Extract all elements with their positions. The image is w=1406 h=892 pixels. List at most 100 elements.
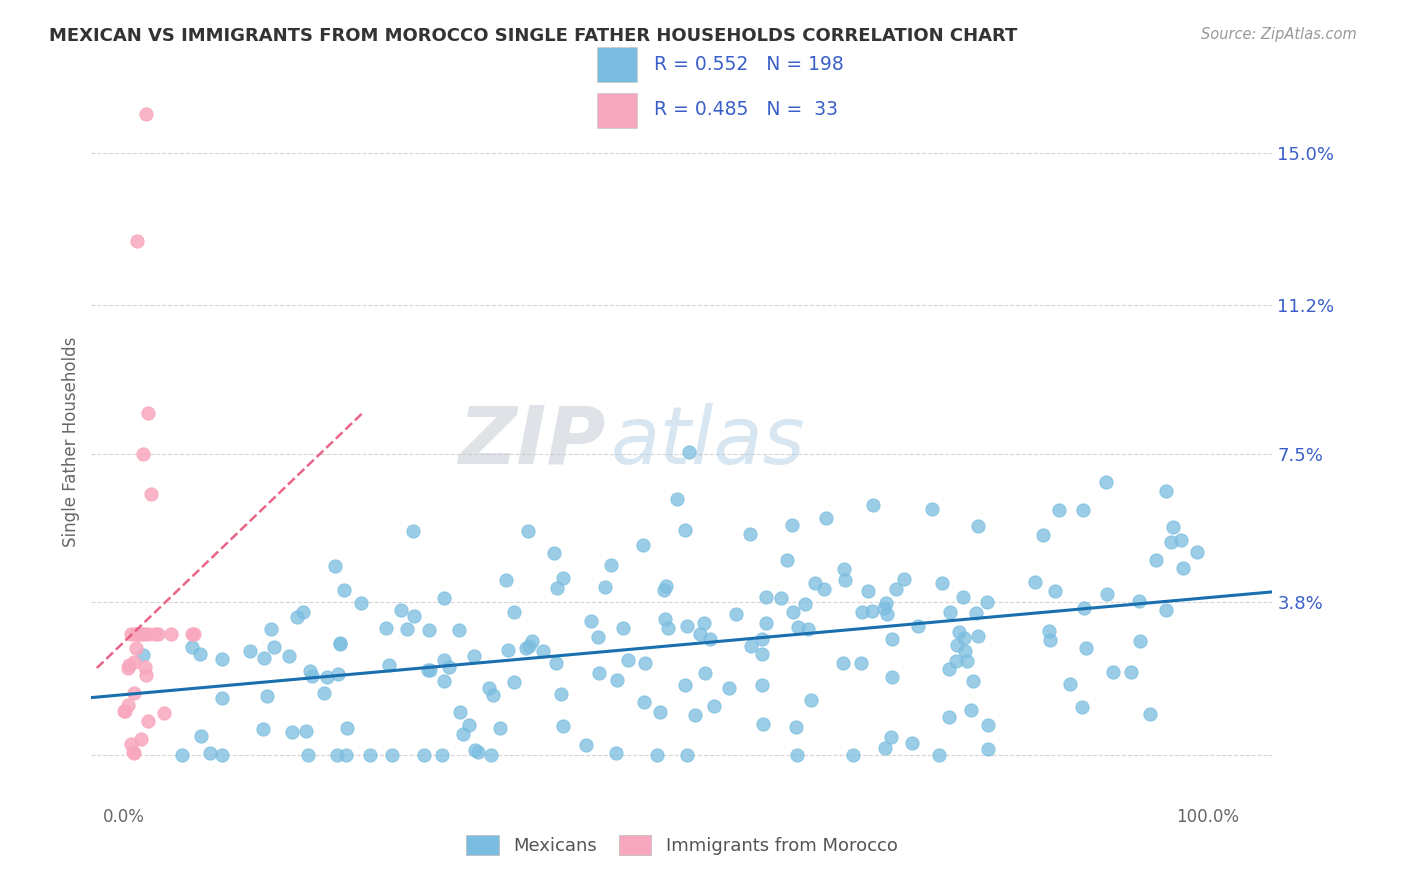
Point (515, 640, 537, 655)
Point (449, 624, 471, 638)
Point (606, 673, 628, 687)
Point (114, 704, 136, 718)
Point (875, 740, 897, 755)
Point (1032, 528, 1054, 542)
Point (153, 706, 176, 721)
Point (433, 591, 456, 606)
Text: ZIP: ZIP (458, 402, 605, 481)
Point (1128, 594, 1150, 608)
Point (880, 730, 903, 744)
Point (449, 706, 471, 720)
Point (834, 573, 856, 587)
Point (785, 720, 807, 734)
Point (782, 605, 804, 619)
Point (297, 747, 319, 762)
Point (793, 597, 815, 611)
Point (402, 524, 425, 538)
Point (804, 576, 827, 591)
Point (496, 643, 519, 657)
Y-axis label: Single Father Households: Single Father Households (62, 336, 80, 547)
Point (612, 621, 634, 635)
Point (298, 664, 321, 678)
Point (122, 655, 145, 669)
Point (120, 627, 142, 641)
Point (256, 689, 278, 703)
Point (374, 621, 396, 635)
Point (605, 746, 627, 760)
Point (416, 663, 439, 677)
Point (1119, 665, 1142, 679)
Point (880, 632, 903, 646)
Point (872, 601, 894, 615)
Point (135, 106, 157, 120)
Point (135, 667, 157, 681)
Point (1144, 553, 1167, 567)
Point (437, 660, 460, 674)
Point (146, 627, 169, 641)
Point (755, 616, 778, 631)
Point (876, 607, 898, 621)
Point (676, 747, 699, 762)
Point (657, 621, 679, 635)
Point (755, 591, 778, 605)
Text: R = 0.552   N = 198: R = 0.552 N = 198 (654, 55, 844, 74)
Point (211, 691, 233, 706)
Point (1059, 677, 1081, 691)
Point (815, 510, 838, 524)
Point (939, 605, 962, 619)
Text: MEXICAN VS IMMIGRANTS FROM MOROCCO SINGLE FATHER HOUSEHOLDS CORRELATION CHART: MEXICAN VS IMMIGRANTS FROM MOROCCO SINGL… (49, 27, 1018, 45)
Point (673, 524, 696, 538)
Point (886, 582, 908, 597)
Point (703, 698, 725, 713)
Point (328, 667, 350, 681)
Point (120, 737, 142, 751)
Point (125, 641, 148, 656)
Point (967, 518, 990, 533)
Point (725, 607, 748, 621)
Point (124, 627, 146, 641)
Point (503, 674, 526, 689)
Point (404, 609, 426, 624)
Point (252, 722, 274, 736)
Point (960, 703, 983, 717)
Point (132, 447, 155, 461)
Point (860, 604, 883, 618)
Point (430, 747, 453, 762)
Point (1097, 587, 1119, 601)
Point (977, 742, 1000, 756)
Point (631, 538, 654, 552)
Point (652, 582, 675, 597)
Point (880, 670, 903, 684)
Point (856, 583, 879, 598)
Point (433, 653, 456, 667)
Point (517, 639, 540, 653)
Point (172, 747, 194, 762)
Point (875, 596, 897, 610)
Point (131, 627, 153, 641)
Point (139, 487, 162, 501)
Point (588, 666, 610, 681)
Point (666, 491, 689, 506)
Point (433, 674, 456, 689)
Point (489, 721, 512, 735)
Point (547, 581, 569, 595)
Point (797, 622, 820, 636)
Point (323, 559, 346, 574)
Point (112, 704, 135, 718)
Point (419, 664, 441, 678)
Point (633, 695, 655, 709)
Point (616, 653, 638, 667)
Point (751, 647, 773, 661)
Point (117, 661, 139, 675)
Point (127, 627, 149, 641)
Point (413, 747, 436, 762)
Text: R = 0.485   N =  33: R = 0.485 N = 33 (654, 100, 838, 119)
Point (463, 648, 485, 663)
Point (967, 629, 990, 643)
Point (1102, 665, 1125, 679)
Point (132, 648, 155, 662)
Point (495, 574, 517, 588)
Point (1095, 475, 1118, 489)
Point (751, 632, 773, 647)
Point (1039, 632, 1062, 647)
